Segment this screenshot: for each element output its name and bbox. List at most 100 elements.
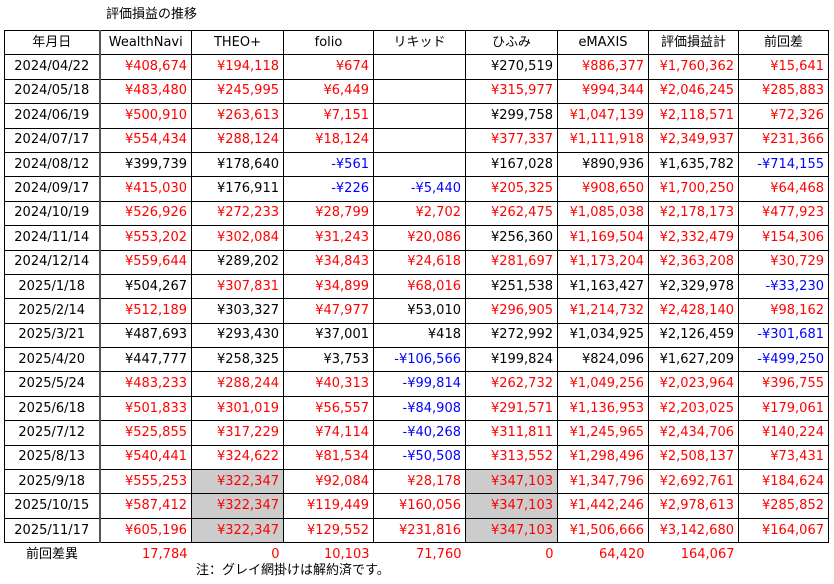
table-cell: ¥396,755 [738,371,829,397]
table-cell: ¥1,173,204 [557,249,649,275]
row-date: 2024/08/12 [4,151,100,178]
table-cell: ¥30,729 [738,249,829,275]
row-date: 2024/11/14 [4,225,100,251]
table-cell: ¥2,023,964 [648,371,739,397]
table-cell: ¥347,103 [465,469,558,495]
column-header-hifumi: ひふみ [465,29,558,56]
row-date: 2024/04/22 [4,54,100,80]
table-row: 2025/10/15 ¥587,412 ¥322,347 ¥119,449 ¥160,0… [4,493,829,519]
table-cell: ¥2,178,173 [648,200,739,227]
table-cell: ¥2,363,208 [648,249,739,275]
table-cell: ¥73,431 [738,444,829,471]
table-cell: ¥1,049,256 [557,371,649,397]
table-cell: ¥231,366 [738,127,829,153]
table-row: 2024/07/17 ¥554,434 ¥288,124 ¥18,124 ¥377,33… [4,127,829,153]
table-cell: ¥119,449 [283,493,374,519]
table-cell: -¥301,681 [738,322,829,349]
table-cell: ¥2,332,479 [648,225,739,251]
table-cell: ¥399,739 [98,151,192,178]
table-cell: ¥1,635,782 [648,151,739,178]
table-cell: ¥1,047,139 [557,103,649,129]
table-cell: ¥167,028 [465,151,558,178]
table-cell: ¥56,557 [283,395,374,422]
table-cell: ¥559,644 [98,249,192,275]
row-date: 2025/9/18 [4,469,100,495]
table-row: 2024/11/14 ¥553,202 ¥302,084 ¥31,243 ¥20,086… [4,225,829,251]
table-cell: ¥2,978,613 [648,493,739,519]
table-cell: ¥1,627,209 [648,347,739,373]
table-cell: ¥176,911 [191,176,284,202]
table-cell: ¥34,843 [283,249,374,275]
footer-value: 0 [545,546,554,562]
table-cell: ¥28,178 [373,469,466,495]
table-cell: ¥994,344 [557,78,649,105]
table-cell [373,127,466,153]
table-cell: ¥2,434,706 [648,420,739,446]
table-cell: ¥674 [283,54,374,80]
table-cell: ¥18,124 [283,127,374,153]
row-date: 2025/1/18 [4,273,100,300]
table-cell: ¥98,162 [738,298,829,324]
column-header-emaxis: eMAXIS [557,29,649,56]
table-cell: -¥499,250 [738,347,829,373]
table-cell: ¥2,692,761 [648,469,739,495]
column-header-date: 年月日 [4,29,100,56]
table-row: 2024/04/22 ¥408,674 ¥194,118 ¥674 ¥270,519 ¥8… [4,54,829,80]
row-date: 2024/09/17 [4,176,100,202]
row-date: 2025/5/24 [4,371,100,397]
table-cell: ¥477,923 [738,200,829,227]
row-date: 2024/10/19 [4,200,100,227]
table-row: 2024/09/17 ¥415,030 ¥176,911 -¥226 -¥5,440 ¥2… [4,176,829,202]
table-cell: -¥99,814 [373,371,466,397]
table-cell: ¥281,697 [465,249,558,275]
table-cell: ¥272,233 [191,200,284,227]
table-cell: ¥178,640 [191,151,284,178]
footer-value: 71,760 [416,546,462,562]
table-cell: ¥1,163,427 [557,273,649,300]
table-cell: ¥72,326 [738,103,829,129]
table-cell: ¥313,552 [465,444,558,471]
column-header-folio: folio [283,29,374,56]
table-cell: ¥40,313 [283,371,374,397]
table-cell: ¥179,061 [738,395,829,422]
row-date: 2025/10/15 [4,493,100,519]
table-cell: ¥2,046,245 [648,78,739,105]
table-cell: ¥263,613 [191,103,284,129]
footer-label: 前回差異 [25,546,78,562]
table-row: 2025/9/18 ¥555,253 ¥322,347 ¥92,084 ¥28,178 ¥… [4,469,829,495]
table-cell: ¥258,325 [191,347,284,373]
table-cell: ¥2,428,140 [648,298,739,324]
table-cell: ¥1,347,796 [557,469,649,495]
table-cell: ¥64,468 [738,176,829,202]
table-cell: ¥37,001 [283,322,374,349]
table-cell: ¥291,571 [465,395,558,422]
table-row: 2024/06/19 ¥500,910 ¥263,613 ¥7,151 ¥299,758… [4,103,829,129]
table-cell: ¥251,538 [465,273,558,300]
row-date: 2024/06/19 [4,103,100,129]
table-cell: ¥2,702 [373,200,466,227]
table-cell: ¥20,086 [373,225,466,251]
table-cell: ¥81,534 [283,444,374,471]
table-cell: ¥554,434 [98,127,192,153]
table-cell: ¥199,824 [465,347,558,373]
table-row: 2025/3/21 ¥487,693 ¥293,430 ¥37,001 ¥418 ¥272… [4,322,829,349]
column-header-theo: THEO+ [191,29,284,56]
table-cell: ¥1,136,953 [557,395,649,422]
table-cell: ¥24,618 [373,249,466,275]
table-cell: ¥890,936 [557,151,649,178]
footer-value: 10,103 [324,546,370,562]
table-row: 2025/4/20 ¥447,777 ¥258,325 ¥3,753 -¥106,566… [4,347,829,373]
footer-value: 164,067 [680,546,735,562]
page-title: 評価損益の推移 [106,7,198,22]
table-cell: ¥324,622 [191,444,284,471]
table-cell: ¥92,084 [283,469,374,495]
table-cell: ¥256,360 [465,225,558,251]
table-cell: ¥28,799 [283,200,374,227]
table-cell: ¥587,412 [98,493,192,519]
table-row: 2024/08/12 ¥399,739 ¥178,640 -¥561 ¥167,028 ¥… [4,151,829,178]
table-cell: ¥1,214,732 [557,298,649,324]
table-cell: ¥129,552 [283,517,374,544]
table-cell [373,78,466,105]
table-cell: ¥553,202 [98,225,192,251]
row-date: 2025/8/13 [4,444,100,471]
